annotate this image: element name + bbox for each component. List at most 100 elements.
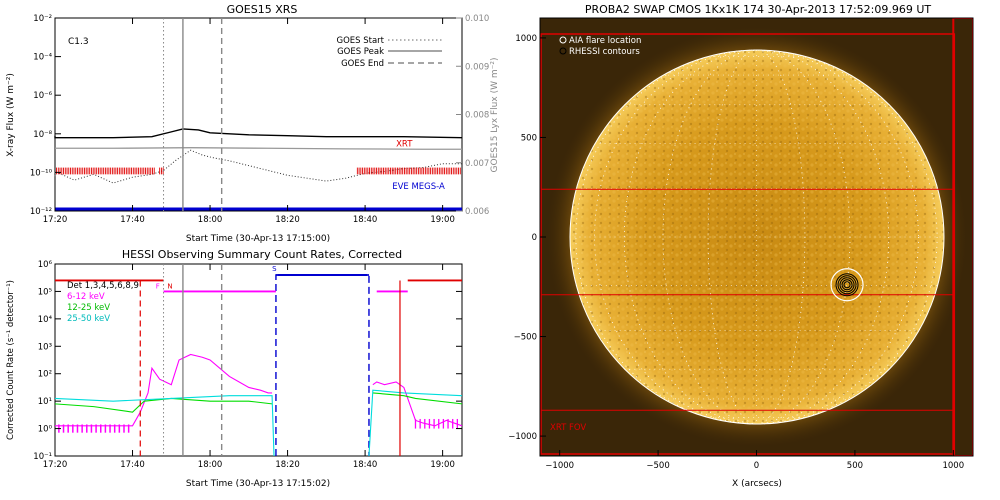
hessi-legend-25-50: 25-50 keV: [67, 314, 110, 324]
hessi-x-tick-label: 18:00: [198, 460, 223, 470]
hessi-plot-content: NF S: [54, 264, 463, 457]
swap-y-tick-label: 500: [521, 133, 537, 143]
swap-title: PROBA2 SWAP CMOS 1Kx1K 174 30-Apr-2013 1…: [585, 3, 932, 16]
fov-box: [540, 33, 956, 455]
hessi-series-12-25-keV: [372, 392, 463, 405]
xrt-fov-label: XRT FOV: [550, 423, 586, 433]
swap-y-tick-label: −500: [514, 333, 537, 343]
hessi-legend-det: Det 1,3,4,5,6,8,9: [67, 281, 139, 291]
swap-x-tick-label: 0: [754, 461, 759, 471]
rhessi-contour: [843, 281, 851, 289]
hessi-panel: HESSI Observing Summary Count Rates, Cor…: [6, 248, 463, 489]
goes-y2-tick-label: 0.006: [465, 207, 489, 217]
rhessi-contour: [841, 279, 853, 291]
goes-y-tick-label: 10⁻⁴: [33, 53, 52, 63]
goes-axes: 17:20 17:40 18:00 18:20 18:40 19:00 10⁻¹² 10⁻¹⁰…: [30, 14, 489, 225]
hessi-y-tick-label: 10⁰: [38, 425, 53, 435]
swap-y-tick-label: 0: [532, 233, 537, 243]
hessi-legend-6-12: 6-12 keV: [67, 292, 105, 302]
hessi-title: HESSI Observing Summary Count Rates, Cor…: [122, 248, 402, 261]
hessi-y-tick-label: 10⁴: [38, 315, 53, 325]
goes-title: GOES15 XRS: [227, 3, 298, 16]
goes-x-tick-label: 17:40: [120, 215, 145, 225]
hessi-series-6-12-keV: [55, 353, 273, 427]
longitude-line: [594, 49, 919, 425]
swap-axes: −1000 −500 0 500 1000 −1000 −500 0 500 1000: [508, 34, 964, 471]
goes-xrs-panel: GOES15 XRS XRT EVE MEGS-A C1.3 GOES Start…: [6, 3, 500, 244]
hessi-legend-12-25: 12-25 keV: [67, 303, 110, 313]
hessi-series-25-50-keV: [54, 395, 275, 457]
sun-limb: [569, 49, 945, 425]
goes-xlabel: Start Time (30-Apr-13 17:15:00): [186, 234, 330, 244]
swap-legend-rhessi: RHESSI contours: [569, 47, 640, 57]
aia-flare-marker: [830, 268, 864, 302]
goes-y-tick-label: 10⁻¹⁰: [30, 168, 53, 178]
goes-legend-peak: GOES Peak: [337, 47, 384, 57]
flare-contours: [830, 268, 864, 302]
goes-series-gray: [55, 147, 462, 150]
goes-plot-content: XRT EVE MEGS-A: [54, 18, 463, 211]
goes-y-tick-label: 10⁻⁶: [33, 91, 52, 101]
hessi-axes: 17:20 17:40 18:00 18:20 18:40 19:00 10⁻¹ 10⁰ 10¹…: [33, 260, 462, 470]
goes-legend-end: GOES End: [341, 59, 384, 69]
goes-y-tick-label: 10⁻⁸: [33, 130, 52, 140]
goes-x-tick-label: 17:20: [43, 215, 68, 225]
swap-legend-aia: AIA flare location: [569, 36, 641, 46]
swap-x-tick-label: 500: [847, 461, 863, 471]
hessi-flag-F: F: [156, 283, 160, 291]
goes-y-tick-label: 10⁻²: [33, 14, 52, 24]
goes-series-dotted: [54, 149, 463, 184]
swap-x-tick-label: 1000: [942, 461, 964, 471]
rhessi-contour: [837, 275, 857, 295]
swap-y-tick-label: 1000: [515, 34, 537, 44]
hessi-y-tick-label: 10⁻¹: [33, 452, 52, 462]
goes-y-tick-label: 10⁻¹²: [30, 207, 52, 217]
hessi-saa-box: [275, 274, 370, 456]
swap-y-tick-label: −1000: [508, 432, 537, 442]
hessi-y-tick-label: 10⁵: [38, 287, 52, 297]
hessi-series-25-50-keV: [368, 389, 463, 457]
goes-x-tick-label: 18:20: [275, 215, 300, 225]
hessi-ylabel: Corrected Count Rate (s⁻¹ detector⁻¹): [6, 280, 16, 440]
hessi-flag-N: N: [167, 283, 172, 291]
swap-image: [540, 18, 973, 456]
goes-y2-tick-label: 0.007: [465, 159, 489, 169]
hessi-x-tick-label: 18:40: [353, 460, 378, 470]
goes-legend: GOES Start GOES Peak GOES End: [336, 36, 442, 69]
goes-x-tick-label: 18:40: [353, 215, 378, 225]
hessi-x-tick-label: 18:20: [275, 460, 300, 470]
hessi-legend: Det 1,3,4,5,6,8,9 6-12 keV 12-25 keV 25-…: [67, 281, 139, 324]
rhessi-contour: [835, 273, 859, 297]
goes-legend-start: GOES Start: [336, 36, 384, 46]
sun-texture: [570, 50, 944, 424]
hessi-series-12-25-keV: [54, 397, 273, 413]
goes-y2-tick-label: 0.008: [465, 111, 489, 121]
goes-y2label: GOES15 Lyx Flux (W m⁻²): [490, 58, 500, 173]
swap-legend: AIA flare location RHESSI contours: [559, 36, 641, 57]
longitude-line: [707, 49, 806, 425]
hessi-x-tick-label: 17:20: [43, 460, 68, 470]
hessi-x-tick-label: 17:40: [120, 460, 145, 470]
longitude-line: [623, 49, 890, 425]
swap-panel: PROBA2 SWAP CMOS 1Kx1K 174 30-Apr-2013 1…: [508, 3, 974, 489]
goes-ylabel: X-ray Flux (W m⁻²): [6, 73, 16, 157]
hessi-series-6-12-keV: [372, 381, 463, 427]
swap-xlabel: X (arcsecs): [732, 479, 782, 489]
goes-annotation-0: XRT: [396, 139, 413, 149]
goes-annotation-1: EVE MEGS-A: [392, 182, 445, 192]
goes-x-tick-label: 18:00: [198, 215, 223, 225]
xrt-fov: [540, 18, 973, 456]
swap-x-tick-label: −500: [646, 461, 669, 471]
hessi-y-tick-label: 10³: [38, 342, 52, 352]
goes-class-label: C1.3: [68, 37, 89, 47]
goes-x-tick-label: 19:00: [430, 215, 455, 225]
goes-y2-tick-label: 0.009: [465, 62, 489, 72]
hessi-flag-S: S: [272, 265, 277, 273]
hessi-xlabel: Start Time (30-Apr-13 17:15:02): [186, 479, 330, 489]
hessi-y-tick-label: 10⁶: [38, 260, 53, 270]
rhessi-contour: [839, 277, 855, 293]
goes-y2-tick-label: 0.010: [465, 14, 489, 24]
longitude-line: [662, 49, 851, 425]
hessi-plot-frame: [54, 263, 463, 457]
